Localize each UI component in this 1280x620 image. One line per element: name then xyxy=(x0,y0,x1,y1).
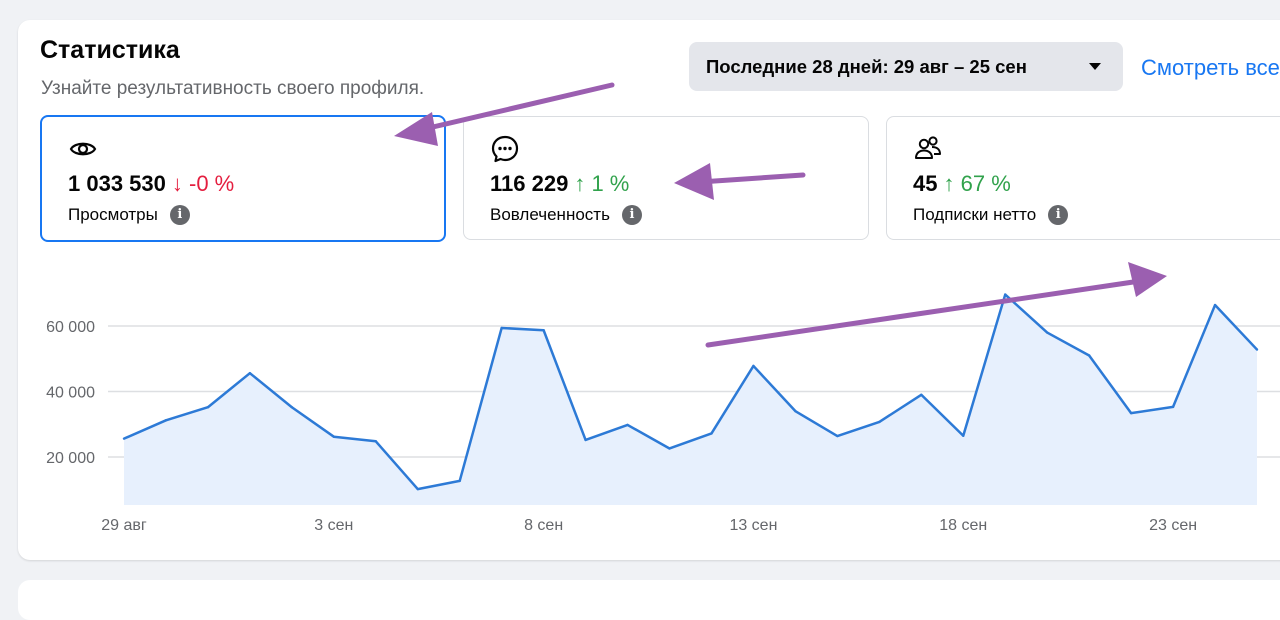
metric-value: 45 xyxy=(913,171,938,196)
x-tick-label: 3 сен xyxy=(314,517,353,534)
metric-card-net-follows[interactable]: 45 ↑ 67 % Подписки нетто i xyxy=(886,116,1280,240)
metric-change: ↑ 67 % xyxy=(943,171,1011,196)
eye-icon xyxy=(69,142,97,156)
people-icon xyxy=(915,136,941,159)
data-point xyxy=(542,329,545,332)
data-point xyxy=(920,393,923,396)
date-range-label: Последние 28 дней: 29 авг – 25 сен xyxy=(706,55,1027,77)
page-title: Статистика xyxy=(40,36,180,64)
data-point xyxy=(668,447,671,450)
metric-value-row: 1 033 530 ↓ -0 % xyxy=(68,171,234,197)
x-tick-label: 13 сен xyxy=(729,517,777,534)
data-point xyxy=(1129,411,1133,415)
chat-bubble-icon xyxy=(491,135,519,163)
info-icon[interactable]: i xyxy=(621,205,642,225)
data-point xyxy=(248,371,252,375)
data-point xyxy=(878,420,881,424)
data-point xyxy=(584,438,587,442)
data-point xyxy=(752,364,755,368)
data-point xyxy=(164,419,168,422)
views-area-chart: 20 000 40 000 60 000 29 авг 3 сен 8 сен 13 сен… xyxy=(46,293,1280,534)
data-point xyxy=(122,437,126,440)
x-tick-label: 23 сен xyxy=(1149,517,1197,534)
data-point xyxy=(1171,405,1175,409)
x-tick-label: 18 сен xyxy=(939,517,987,534)
data-point xyxy=(458,479,461,483)
arrow-down-icon: ↓ xyxy=(171,171,183,196)
metric-label-row: Просмотры i xyxy=(68,205,190,225)
metric-card-views[interactable]: 1 033 530 ↓ -0 % Просмотры i xyxy=(40,115,446,242)
date-range-dropdown[interactable]: Последние 28 дней: 29 авг – 25 сен xyxy=(689,42,1123,91)
data-point xyxy=(1004,293,1007,296)
x-tick-label: 29 авг xyxy=(101,517,147,534)
data-point xyxy=(332,435,336,438)
data-point xyxy=(710,432,713,435)
area-fill xyxy=(124,294,1257,505)
metric-label: Вовлеченность xyxy=(490,205,610,224)
data-point xyxy=(416,487,419,491)
metric-value: 1 033 530 xyxy=(68,171,166,196)
metric-label-row: Подписки нетто i xyxy=(913,205,1069,225)
arrow-up-icon: ↑ xyxy=(574,171,586,196)
data-point xyxy=(1255,348,1259,351)
metric-label: Просмотры xyxy=(68,205,158,224)
y-tick-label: 40 000 xyxy=(46,385,95,402)
data-point xyxy=(794,409,797,413)
arrow-up-icon: ↑ xyxy=(943,171,955,196)
caret-down-icon xyxy=(1089,63,1101,70)
metric-label-row: Вовлеченность i xyxy=(490,205,642,225)
info-icon[interactable]: i xyxy=(169,205,190,225)
metric-value-row: 116 229 ↑ 1 % xyxy=(490,171,629,197)
page-subtitle: Узнайте результативность своего профиля. xyxy=(41,78,425,99)
metric-value: 116 229 xyxy=(490,171,569,196)
x-tick-label: 8 сен xyxy=(524,517,563,534)
data-point xyxy=(836,434,839,438)
metric-value-row: 45 ↑ 67 % xyxy=(913,171,1011,197)
metric-label: Подписки нетто xyxy=(913,205,1037,224)
see-all-link[interactable]: Смотреть все xyxy=(1141,55,1280,80)
data-point xyxy=(1213,303,1217,307)
metric-change: ↓ -0 % xyxy=(171,171,235,196)
data-point xyxy=(374,440,377,443)
data-point xyxy=(500,326,503,330)
y-tick-label: 20 000 xyxy=(46,450,95,467)
info-icon[interactable]: i xyxy=(1048,205,1069,225)
data-point xyxy=(626,423,629,427)
data-point xyxy=(962,434,965,437)
metric-change: ↑ 1 % xyxy=(574,171,630,196)
y-tick-label: 60 000 xyxy=(46,319,95,336)
data-point xyxy=(290,406,294,409)
data-point xyxy=(1087,354,1091,357)
data-point xyxy=(1045,331,1049,334)
data-point xyxy=(206,406,210,409)
